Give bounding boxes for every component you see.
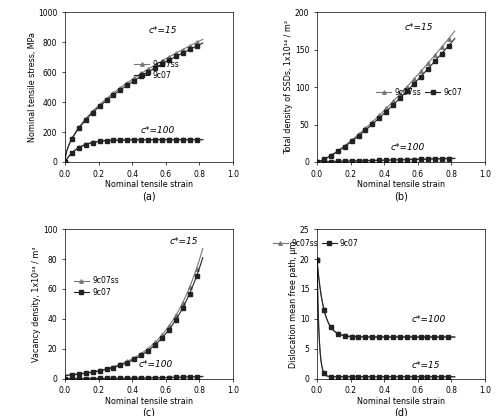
- 9c07ss: [445, 37, 451, 42]
- 9c07ss: [70, 133, 76, 138]
- 9c07ss: [200, 37, 206, 42]
- Y-axis label: Vacancy density, 1x10²⁴ / m³: Vacancy density, 1x10²⁴ / m³: [32, 246, 42, 362]
- X-axis label: Nominal tensile strain: Nominal tensile strain: [105, 396, 193, 406]
- 9c07ss: [62, 376, 68, 381]
- Line: 9c07ss: 9c07ss: [64, 247, 204, 380]
- 9c07ss: [320, 157, 326, 162]
- Text: (d): (d): [394, 408, 408, 416]
- Y-axis label: Nominal tensile stress, MPa: Nominal tensile stress, MPa: [28, 32, 36, 142]
- 9c07ss: [200, 246, 206, 251]
- 9c07ss: [88, 370, 94, 375]
- Legend: 9c07ss, 9c07: 9c07ss, 9c07: [72, 275, 120, 298]
- 9c07ss: [88, 111, 94, 116]
- 9c07ss: [68, 139, 73, 144]
- 9c07: [88, 112, 94, 117]
- 9c07ss: [388, 334, 394, 339]
- 9c07: [70, 372, 76, 377]
- 9c07: [62, 159, 68, 164]
- 9c07: [314, 258, 320, 263]
- 9c07: [427, 334, 433, 339]
- 9c07: [380, 334, 386, 339]
- Text: c*=15: c*=15: [404, 22, 433, 32]
- 9c07ss: [340, 145, 345, 150]
- 9c07: [380, 334, 386, 339]
- 9c07: [452, 36, 458, 41]
- Legend: 9c07ss, 9c07: 9c07ss, 9c07: [374, 87, 464, 99]
- 9c07ss: [98, 100, 104, 105]
- 9c07: [314, 159, 320, 164]
- 9c07: [200, 40, 206, 45]
- 9c07: [350, 137, 356, 142]
- 9c07: [200, 255, 206, 260]
- 9c07: [396, 334, 402, 339]
- 9c07: [70, 134, 76, 139]
- 9c07ss: [188, 281, 194, 286]
- Line: 9c07ss: 9c07ss: [316, 30, 456, 163]
- 9c07ss: [98, 367, 104, 372]
- 9c07: [322, 156, 328, 161]
- Line: 9c07: 9c07: [64, 41, 204, 163]
- Y-axis label: Dislocation mean free path, μm: Dislocation mean free path, μm: [290, 240, 298, 368]
- 9c07ss: [452, 29, 458, 34]
- 9c07: [98, 102, 104, 107]
- 9c07: [88, 370, 94, 375]
- 9c07ss: [188, 43, 194, 48]
- Text: (c): (c): [142, 408, 156, 416]
- Text: c*=15: c*=15: [149, 26, 178, 35]
- 9c07: [448, 334, 454, 339]
- 9c07: [340, 146, 345, 151]
- Line: 9c07ss: 9c07ss: [64, 37, 204, 163]
- 9c07ss: [193, 268, 199, 273]
- 9c07ss: [314, 257, 320, 262]
- Legend: 9c07ss, 9c07: 9c07ss, 9c07: [132, 58, 181, 82]
- Text: c*=15: c*=15: [169, 237, 198, 246]
- 9c07ss: [448, 334, 454, 339]
- 9c07: [452, 334, 458, 339]
- 9c07: [388, 334, 394, 339]
- Text: (a): (a): [142, 191, 156, 201]
- 9c07: [193, 276, 199, 281]
- 9c07: [188, 288, 194, 293]
- 9c07: [68, 139, 73, 144]
- 9c07ss: [193, 40, 199, 45]
- Text: (b): (b): [394, 191, 408, 201]
- X-axis label: Nominal tensile strain: Nominal tensile strain: [357, 180, 445, 189]
- 9c07: [445, 44, 451, 49]
- 9c07: [188, 46, 194, 51]
- Line: 9c07ss: 9c07ss: [316, 257, 456, 339]
- 9c07ss: [452, 334, 458, 339]
- Text: c*=100: c*=100: [139, 359, 173, 369]
- 9c07ss: [70, 372, 76, 377]
- Text: c*=15: c*=15: [411, 361, 440, 370]
- 9c07ss: [440, 43, 446, 48]
- Text: c*=100: c*=100: [411, 315, 446, 324]
- 9c07: [440, 50, 446, 54]
- Legend: 9c07ss, 9c07: 9c07ss, 9c07: [271, 238, 360, 250]
- 9c07: [62, 376, 68, 381]
- 9c07ss: [322, 156, 328, 161]
- Text: c*=100: c*=100: [391, 143, 425, 152]
- Line: 9c07: 9c07: [316, 258, 456, 339]
- 9c07: [320, 158, 326, 163]
- X-axis label: Nominal tensile strain: Nominal tensile strain: [357, 396, 445, 406]
- 9c07ss: [62, 159, 68, 164]
- 9c07ss: [427, 334, 433, 339]
- Text: c*=100: c*=100: [140, 126, 175, 135]
- Y-axis label: Total density of SSDs, 1x10¹⁴ / m²: Total density of SSDs, 1x10¹⁴ / m²: [284, 20, 294, 154]
- 9c07ss: [380, 334, 386, 339]
- 9c07ss: [314, 159, 320, 164]
- 9c07: [98, 368, 104, 373]
- 9c07ss: [380, 334, 386, 339]
- 9c07ss: [68, 372, 73, 377]
- 9c07: [193, 44, 199, 49]
- 9c07ss: [350, 136, 356, 141]
- 9c07: [68, 373, 73, 378]
- X-axis label: Nominal tensile strain: Nominal tensile strain: [105, 180, 193, 189]
- Line: 9c07: 9c07: [64, 256, 204, 380]
- 9c07ss: [396, 334, 402, 339]
- Line: 9c07: 9c07: [316, 37, 456, 163]
